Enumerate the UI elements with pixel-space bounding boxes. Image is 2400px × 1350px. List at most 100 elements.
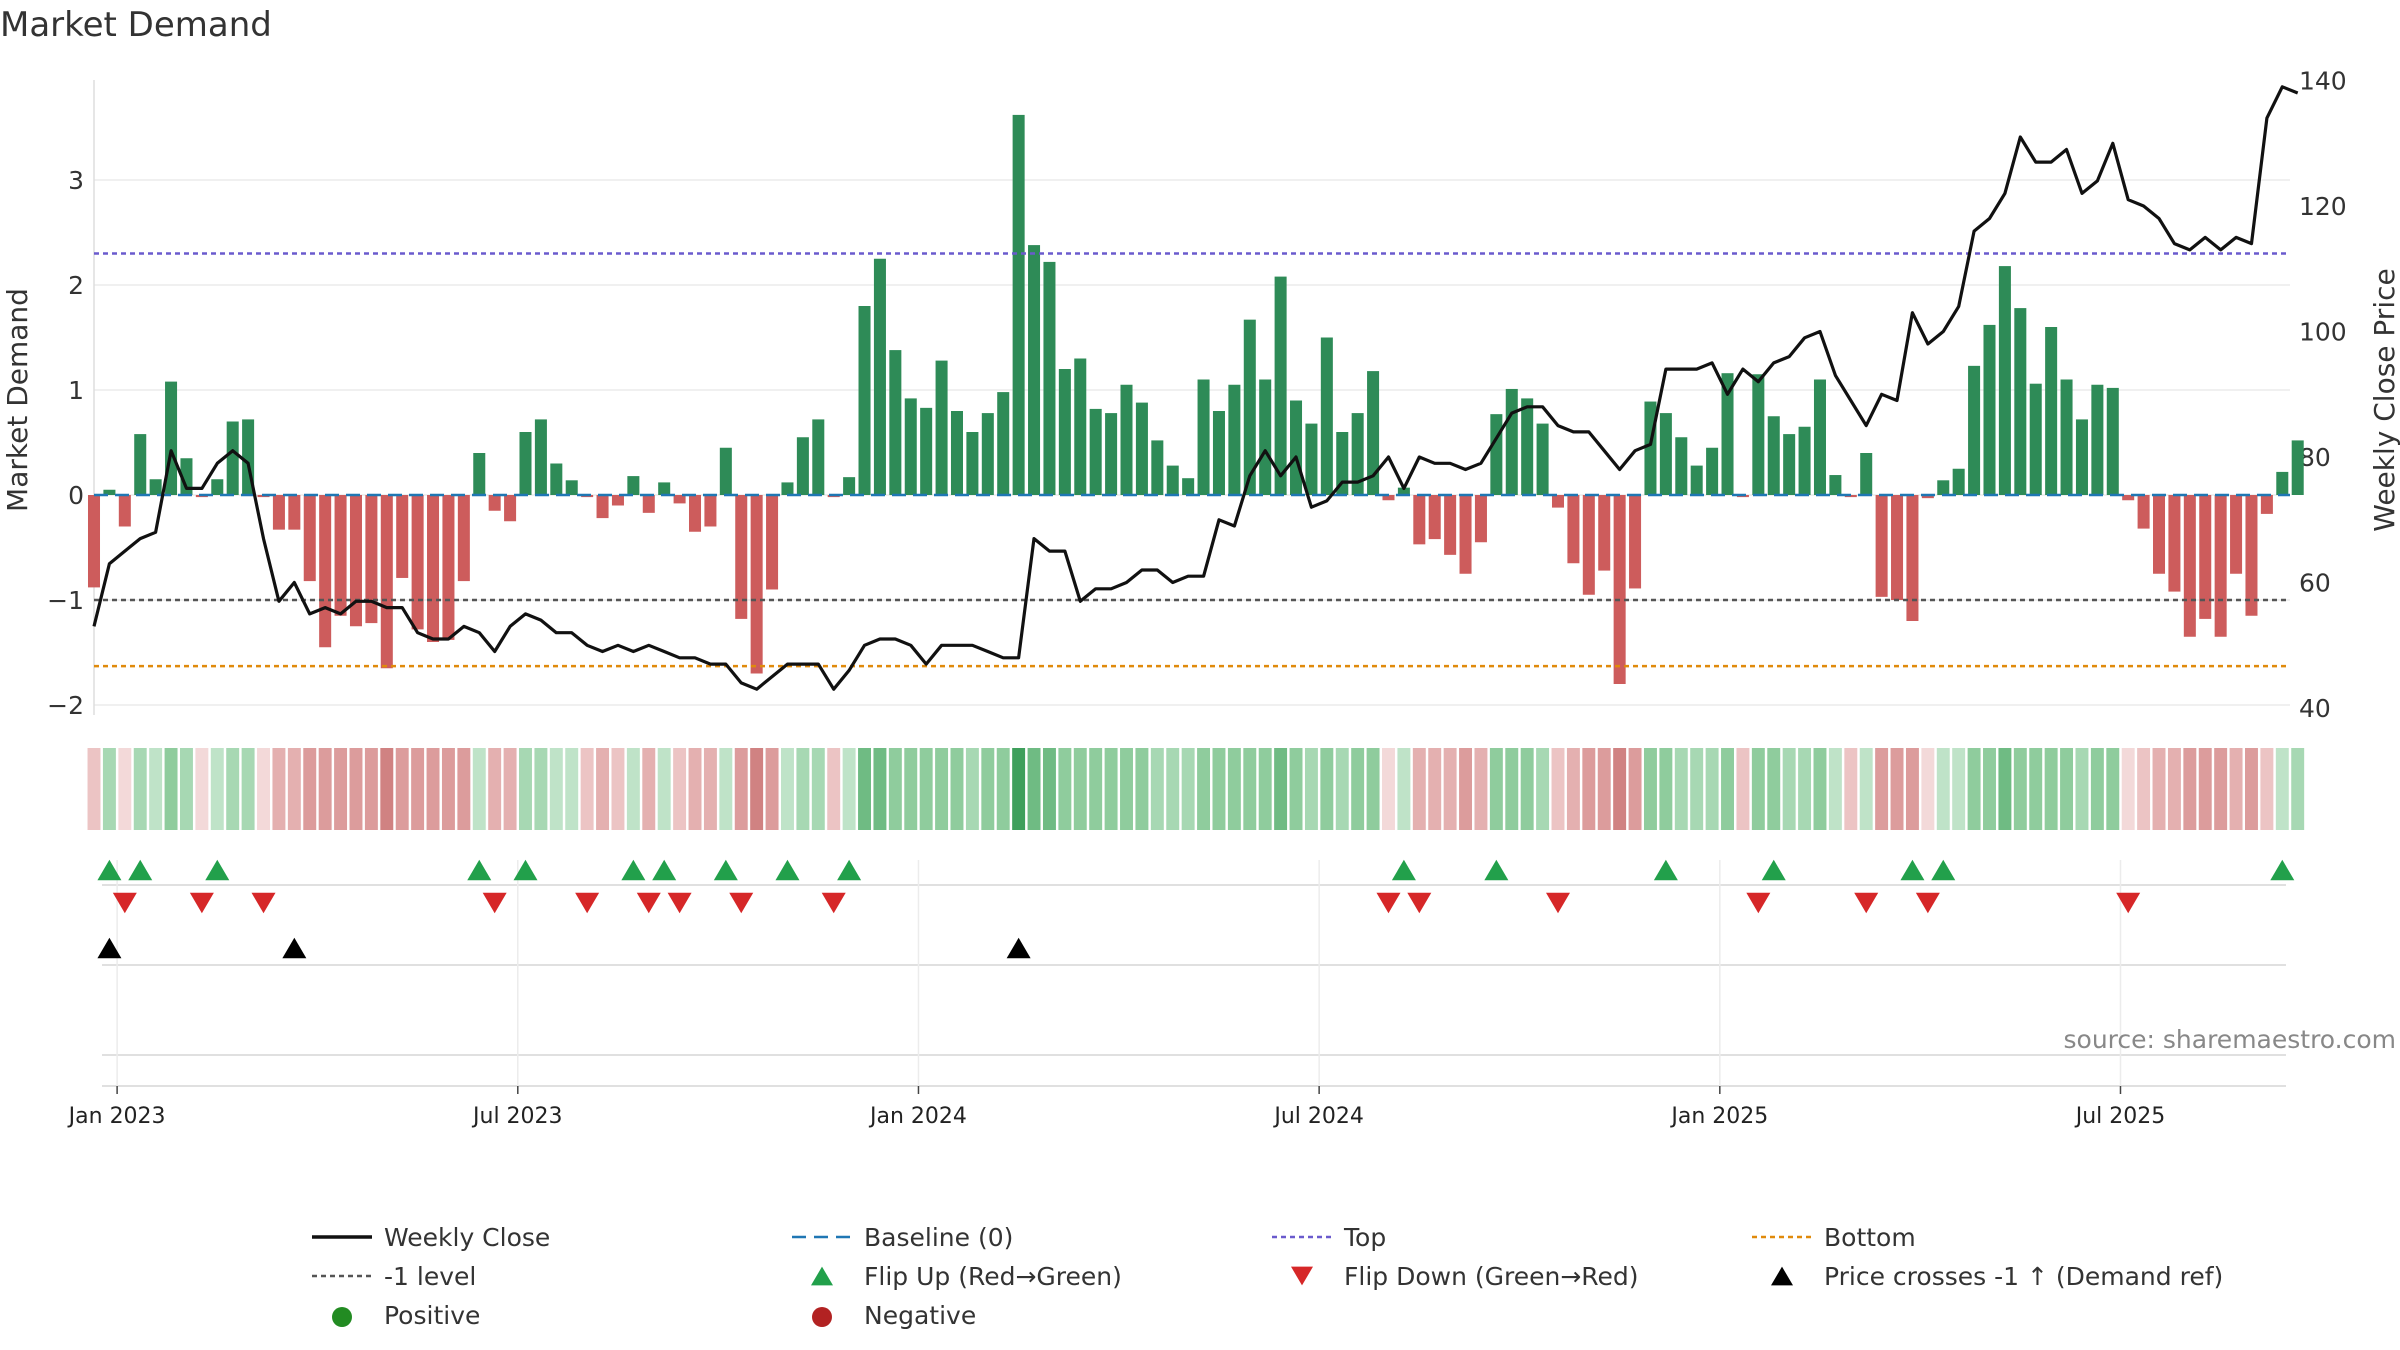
demand-bar bbox=[1906, 495, 1919, 621]
demand-bar bbox=[1968, 365, 1981, 495]
heat-cell bbox=[981, 748, 995, 830]
legend-label: -1 level bbox=[384, 1262, 476, 1291]
legend-swatch bbox=[332, 1307, 352, 1327]
heat-cell bbox=[1227, 748, 1241, 830]
heat-cell bbox=[596, 748, 610, 830]
demand-bar bbox=[1074, 358, 1087, 495]
x-tick-label: Jul 2023 bbox=[471, 1104, 563, 1129]
heat-cell bbox=[2121, 748, 2135, 830]
demand-bar bbox=[2091, 384, 2104, 495]
demand-bar bbox=[396, 495, 409, 578]
demand-bar bbox=[2045, 327, 2058, 495]
demand-bar bbox=[2214, 495, 2227, 637]
demand-bar bbox=[1290, 400, 1303, 495]
heat-cell bbox=[1551, 748, 1565, 830]
x-tick-label: Jan 2023 bbox=[67, 1104, 166, 1129]
flip-up-marker bbox=[775, 859, 800, 881]
demand-bar bbox=[2199, 495, 2212, 619]
demand-bar bbox=[1783, 434, 1796, 495]
weekly-close-line bbox=[92, 85, 2299, 691]
legend-item: Negative bbox=[812, 1301, 976, 1330]
demand-bar bbox=[704, 495, 717, 527]
demand-bar bbox=[889, 350, 902, 495]
heat-cell bbox=[195, 748, 209, 830]
heat-cell bbox=[133, 748, 147, 830]
heat-cell bbox=[2060, 748, 2074, 830]
heat-cell bbox=[411, 748, 425, 830]
demand-bar bbox=[319, 495, 332, 648]
heat-cell bbox=[1274, 748, 1288, 830]
heat-cell bbox=[164, 748, 178, 830]
demand-bar bbox=[411, 495, 424, 630]
x-tick-label: Jan 2024 bbox=[868, 1104, 967, 1129]
demand-bar bbox=[303, 495, 316, 582]
demand-bar bbox=[1243, 319, 1256, 495]
heat-cell bbox=[2137, 748, 2151, 830]
heat-cell bbox=[1289, 748, 1303, 830]
flip-down-marker bbox=[482, 892, 507, 914]
heat-cell bbox=[272, 748, 286, 830]
price-cross-marker bbox=[97, 937, 122, 959]
demand-bar bbox=[1567, 495, 1580, 564]
heat-cell bbox=[334, 748, 348, 830]
demand-bar bbox=[1367, 371, 1380, 495]
heat-cell bbox=[1936, 748, 1950, 830]
heat-cell bbox=[1643, 748, 1657, 830]
demand-bar bbox=[2168, 495, 2181, 592]
heat-cell bbox=[2275, 748, 2289, 830]
heat-cell bbox=[1366, 748, 1380, 830]
flip-down-marker bbox=[251, 892, 276, 914]
demand-bar bbox=[1690, 465, 1703, 495]
y-tick-label: 3 bbox=[68, 166, 84, 195]
demand-bar bbox=[2183, 495, 2196, 637]
demand-bar bbox=[2106, 387, 2119, 495]
demand-bar bbox=[1305, 423, 1318, 495]
heat-cell bbox=[796, 748, 810, 830]
heat-cell bbox=[380, 748, 394, 830]
source-credit: source: sharemaestro.com bbox=[2064, 1025, 2397, 1054]
demand-bar bbox=[550, 463, 563, 495]
demand-bar bbox=[750, 495, 763, 674]
flip-down-marker bbox=[575, 892, 600, 914]
demand-bar bbox=[1582, 495, 1595, 595]
heat-cell bbox=[1474, 748, 1488, 830]
heat-cell bbox=[1705, 748, 1719, 830]
heat-cell bbox=[2090, 748, 2104, 830]
flip-up-marker bbox=[1931, 859, 1956, 881]
demand-bar bbox=[735, 495, 748, 619]
demand-bar bbox=[611, 495, 624, 506]
flip-up-marker bbox=[97, 859, 122, 881]
demand-bar bbox=[1397, 487, 1410, 495]
flip-down-marker bbox=[1854, 892, 1879, 914]
heat-cell bbox=[1875, 748, 1889, 830]
flip-up-marker bbox=[467, 859, 492, 881]
demand-bar bbox=[1444, 495, 1457, 555]
heat-cell bbox=[1721, 748, 1734, 830]
heat-cell bbox=[1890, 748, 1904, 830]
flip-up-marker bbox=[2270, 859, 2295, 881]
heat-cell bbox=[1489, 748, 1503, 830]
demand-bar bbox=[1459, 495, 1472, 574]
demand-bar bbox=[272, 495, 285, 530]
y-tick-label: −1 bbox=[47, 586, 84, 615]
demand-bar bbox=[1613, 495, 1626, 684]
heat-cell bbox=[827, 748, 841, 830]
heat-cell bbox=[2029, 748, 2043, 830]
flip-down-marker bbox=[636, 892, 661, 914]
flip-down-marker bbox=[1746, 892, 1771, 914]
heat-cell bbox=[1628, 748, 1642, 830]
heat-cell bbox=[2013, 748, 2027, 830]
legend-swatch bbox=[811, 1266, 833, 1286]
demand-bar bbox=[873, 258, 886, 495]
flip-up-marker bbox=[513, 859, 538, 881]
y2-tick-label: 80 bbox=[2299, 443, 2331, 472]
demand-bar bbox=[149, 479, 162, 495]
flip-down-marker bbox=[2116, 892, 2141, 914]
heat-cell bbox=[318, 748, 332, 830]
price-cross-marker bbox=[282, 937, 307, 959]
x-tick-label: Jul 2024 bbox=[1272, 1104, 1364, 1129]
heat-cell bbox=[1690, 748, 1704, 830]
demand-bar bbox=[1135, 402, 1148, 495]
flip-up-marker bbox=[205, 859, 230, 881]
legend-label: Flip Down (Green→Red) bbox=[1344, 1262, 1639, 1291]
